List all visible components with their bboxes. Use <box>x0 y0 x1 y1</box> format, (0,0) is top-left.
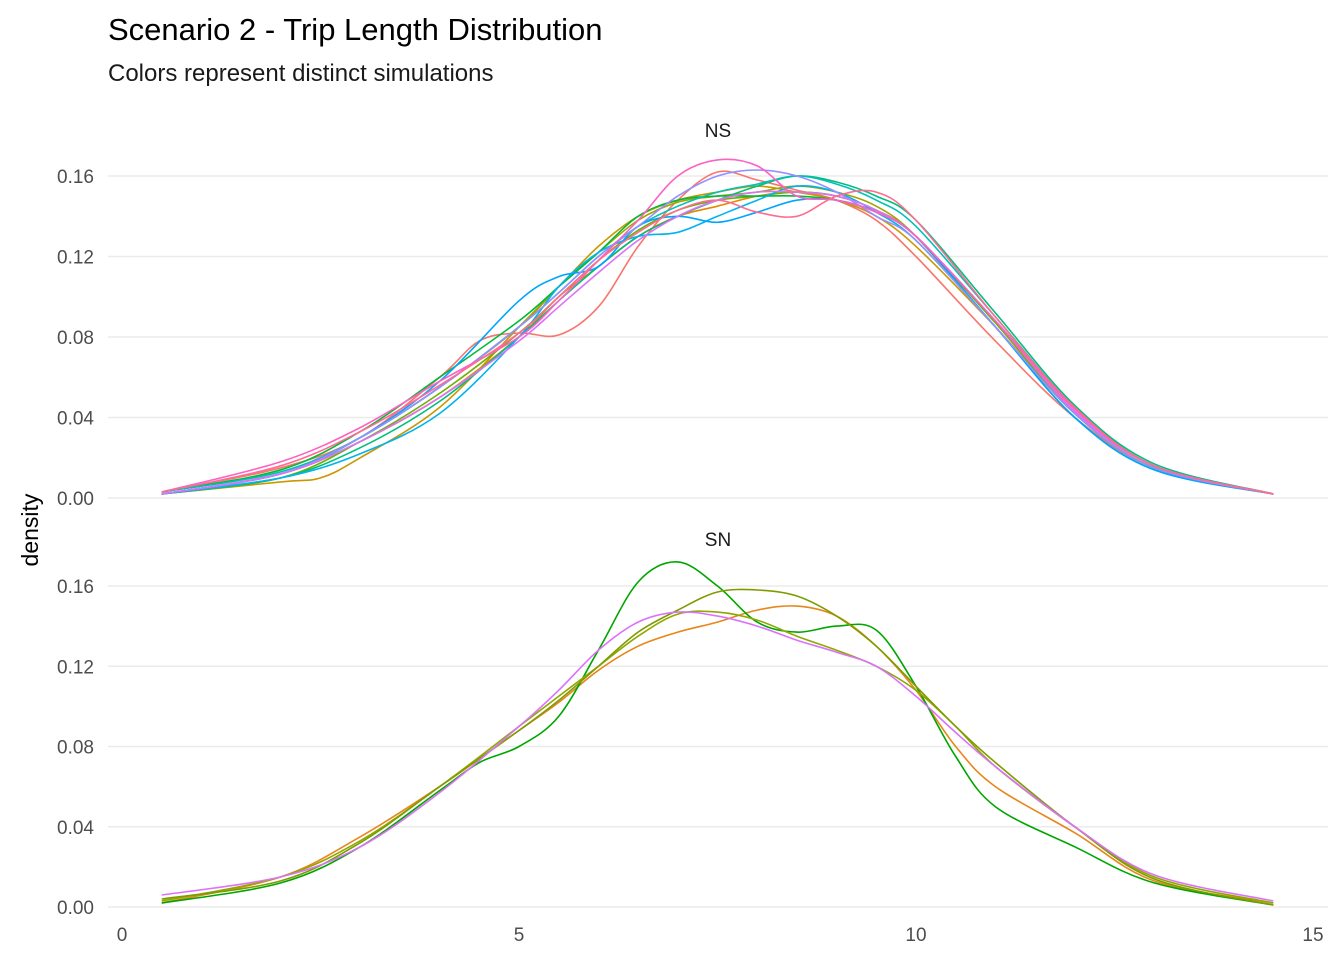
y-tick-label: 0.12 <box>57 657 94 678</box>
density-line <box>161 169 1274 495</box>
y-tick-label: 0.00 <box>57 898 94 919</box>
density-line <box>161 191 1274 495</box>
x-tick-label: 5 <box>514 925 525 946</box>
density-line <box>161 189 1274 495</box>
y-tick-label: 0.16 <box>57 167 94 188</box>
y-tick-label: 0.04 <box>57 818 94 839</box>
density-line <box>161 195 1274 495</box>
density-line <box>161 610 1274 904</box>
y-axis-title: density <box>17 493 43 566</box>
density-line <box>161 611 1274 902</box>
facet-label: SN <box>705 530 731 551</box>
y-tick-label: 0.12 <box>57 248 94 269</box>
y-tick-label: 0.08 <box>57 328 94 349</box>
density-line <box>161 175 1274 495</box>
density-line <box>161 158 1274 495</box>
density-line <box>161 588 1274 906</box>
density-line <box>161 175 1274 495</box>
density-line <box>161 190 1274 495</box>
x-tick-label: 15 <box>1302 925 1323 946</box>
x-tick-label: 0 <box>117 925 128 946</box>
chart-title: Scenario 2 - Trip Length Distribution <box>108 12 603 47</box>
density-line <box>161 561 1274 906</box>
density-line <box>161 191 1274 495</box>
chart-subtitle: Colors represent distinct simulations <box>108 60 494 87</box>
density-line <box>161 170 1274 495</box>
y-tick-label: 0.04 <box>57 409 94 430</box>
y-tick-label: 0.00 <box>57 489 94 510</box>
density-line <box>161 605 1274 904</box>
y-tick-label: 0.16 <box>57 577 94 598</box>
facet-label: NS <box>705 121 731 142</box>
x-tick-label: 10 <box>905 925 926 946</box>
y-tick-label: 0.08 <box>57 738 94 759</box>
